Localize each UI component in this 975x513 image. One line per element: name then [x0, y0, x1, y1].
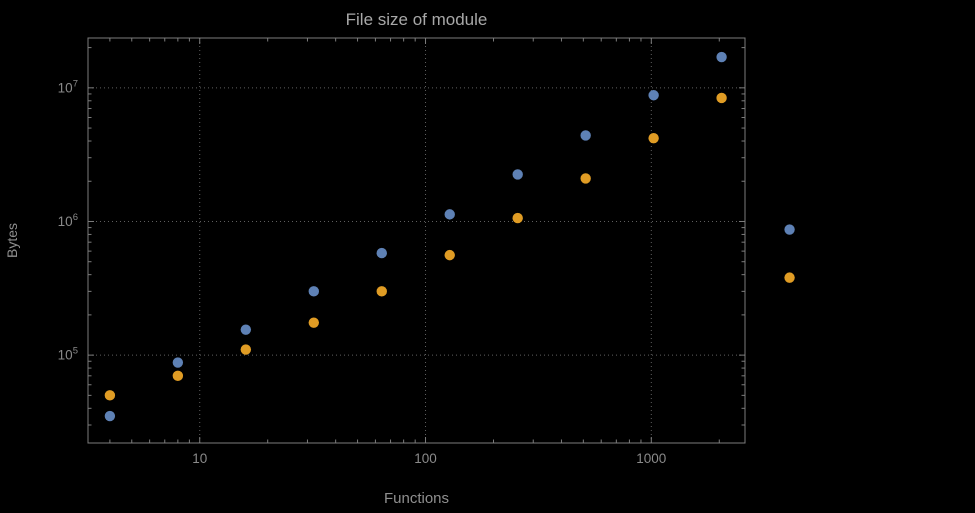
data-point-orange: [716, 92, 727, 104]
y-tick-label: 107: [58, 78, 78, 95]
data-point-blue: [240, 324, 252, 335]
y-tick-label: 106: [58, 212, 78, 229]
data-point-blue: [716, 51, 727, 63]
data-point-blue: [308, 286, 319, 297]
data-point-blue: [784, 224, 795, 235]
data-point-orange: [104, 390, 116, 401]
x-tick-label: 100: [414, 451, 437, 466]
data-point-orange: [444, 249, 455, 261]
gridlines-layer: [88, 38, 745, 443]
data-point-blue: [172, 357, 184, 368]
data-point-blue: [376, 247, 387, 259]
data-point-blue: [444, 209, 455, 220]
data-point-orange: [172, 370, 184, 382]
data-points-layer: [104, 51, 795, 422]
chart-title: File size of module: [346, 10, 488, 29]
y-tick-label: 105: [58, 346, 78, 363]
data-point-orange: [580, 173, 591, 184]
data-point-blue: [580, 130, 591, 141]
data-point-orange: [308, 317, 319, 328]
data-point-orange: [648, 132, 659, 144]
x-tick-label: 1000: [636, 451, 666, 466]
data-point-orange: [784, 272, 795, 283]
plot-frame: [87, 37, 746, 444]
data-point-orange: [512, 212, 523, 224]
ticks-layer: [88, 38, 745, 443]
y-axis-label: Bytes: [4, 223, 20, 258]
data-point-orange: [240, 344, 252, 355]
data-point-blue: [104, 410, 116, 422]
x-tick-label: 10: [192, 451, 207, 466]
data-point-blue: [648, 90, 659, 101]
x-axis-label: Functions: [384, 490, 449, 507]
data-point-blue: [512, 169, 523, 180]
tick-labels-layer: 10 100 1000 105 106 107: [58, 78, 667, 466]
data-point-orange: [376, 286, 387, 297]
